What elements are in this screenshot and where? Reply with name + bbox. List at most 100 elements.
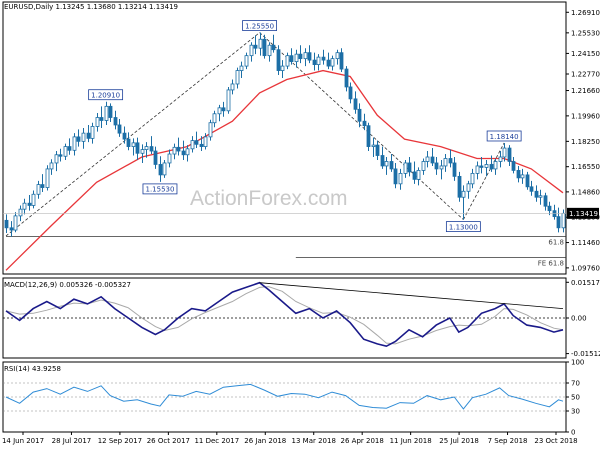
- main-y-tick-2: 1.24150: [571, 50, 600, 58]
- candle-body: [239, 65, 244, 71]
- trendline-2: [463, 142, 505, 220]
- candle-body: [13, 215, 18, 231]
- candle-body: [45, 168, 50, 188]
- candle-body: [362, 120, 367, 127]
- candle-body: [461, 190, 466, 198]
- candle-body: [117, 124, 122, 134]
- candle-body: [22, 202, 27, 210]
- annotation-label-0: 1.20910: [91, 92, 120, 100]
- candle-body: [235, 70, 240, 85]
- candle-body: [4, 219, 9, 229]
- candle-body: [384, 161, 389, 167]
- candle-body: [407, 162, 412, 173]
- x-tick-8: 11 Jun 2018: [390, 437, 432, 445]
- candle-body: [502, 147, 507, 158]
- candle-body: [294, 53, 299, 63]
- candle-body: [90, 126, 95, 139]
- candle-body: [421, 161, 426, 171]
- trendline-1: [259, 32, 464, 220]
- candle-body: [226, 89, 231, 112]
- candle-body: [104, 105, 109, 121]
- candle-body: [543, 195, 548, 207]
- candle-body: [448, 158, 453, 164]
- candle-body: [375, 144, 380, 156]
- candle-body: [185, 148, 190, 156]
- level-label-0: 61.8: [548, 239, 564, 247]
- candle-body: [380, 155, 385, 167]
- candle-body: [285, 55, 290, 67]
- macd-y-tick-0: 0.015178: [571, 279, 600, 287]
- candle-body: [321, 56, 326, 61]
- main-y-tick-3: 1.22770: [571, 70, 600, 78]
- macd-header: MACD(12,26,9) 0.005326 -0.005327: [4, 281, 131, 289]
- level-label-1: FE 61.8: [538, 260, 564, 268]
- candle-body: [425, 156, 430, 162]
- x-tick-1: 28 Jul 2017: [52, 437, 92, 445]
- candle-body: [36, 184, 41, 195]
- rsi-y-tick-0: 100: [571, 359, 584, 367]
- candle-body: [457, 175, 462, 198]
- candle-body: [326, 59, 331, 67]
- candle-body: [307, 52, 312, 61]
- candle-body: [40, 184, 45, 188]
- candle-body: [498, 156, 503, 162]
- candle-body: [81, 132, 86, 142]
- candle-body: [316, 56, 321, 65]
- main-y-tick-5: 1.19960: [571, 112, 600, 120]
- candle-body: [479, 165, 484, 168]
- candle-body: [484, 164, 489, 168]
- candle-body: [249, 44, 254, 57]
- candle-body: [203, 136, 208, 147]
- main-y-tick-8: 1.14860: [571, 188, 600, 196]
- x-tick-6: 13 Mar 2018: [292, 437, 336, 445]
- watermark: ActionForex.com: [190, 187, 348, 210]
- candle-body: [9, 227, 14, 231]
- candle-body: [348, 86, 353, 100]
- candle-body: [556, 216, 561, 229]
- candle-body: [298, 53, 303, 60]
- candle-body: [153, 150, 158, 165]
- last-price-box: [567, 207, 599, 219]
- candle-body: [366, 125, 371, 147]
- macd-y-tick-1: 0.00: [571, 315, 587, 323]
- candle-body: [126, 138, 131, 147]
- candle-body: [49, 162, 54, 170]
- annotation-label-3: 1.13000: [449, 223, 478, 231]
- annotation-label-2: 1.25550: [245, 22, 274, 30]
- candle-body: [27, 202, 32, 206]
- annotation-box-4: [486, 130, 522, 142]
- candle-body: [330, 58, 335, 67]
- rsi-y-tick-1: 70: [571, 380, 580, 388]
- candle-body: [507, 147, 512, 162]
- candle-body: [149, 146, 154, 152]
- trendline-0: [5, 32, 260, 237]
- annotation-box-1: [142, 183, 178, 195]
- candle-body: [54, 154, 59, 164]
- candle-body: [181, 150, 186, 156]
- candle-body: [538, 195, 543, 198]
- candle-body: [434, 162, 439, 170]
- candle-body: [108, 105, 113, 118]
- candle-body: [86, 132, 91, 139]
- candle-body: [389, 161, 394, 170]
- main-y-tick-10: 1.11460: [571, 239, 600, 247]
- candle-body: [95, 117, 100, 127]
- candle-body: [212, 113, 217, 124]
- candle-body: [353, 98, 358, 110]
- candle-body: [439, 165, 444, 170]
- candle-body: [244, 55, 249, 67]
- x-tick-9: 25 Jul 2018: [439, 437, 479, 445]
- candle-body: [99, 117, 104, 121]
- candle-body: [280, 65, 285, 71]
- candle-body: [412, 171, 417, 180]
- candle-body: [217, 107, 222, 115]
- candle-body: [520, 174, 525, 179]
- x-tick-7: 26 Apr 2018: [341, 437, 384, 445]
- candle-body: [561, 212, 566, 229]
- candle-body: [339, 52, 344, 70]
- x-tick-5: 26 Jan 2018: [244, 437, 286, 445]
- x-tick-0: 14 Jun 2017: [2, 437, 44, 445]
- main-header: EURUSD,Daily 1.13245 1.13680 1.13214 1.1…: [4, 3, 178, 11]
- candle-body: [489, 164, 494, 170]
